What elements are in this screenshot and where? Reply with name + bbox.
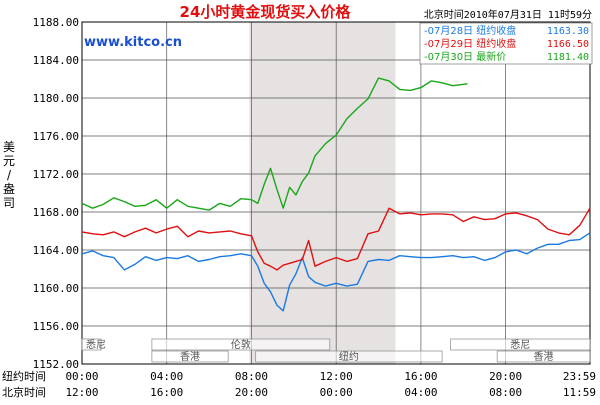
- highlight-band: [249, 22, 396, 364]
- x-row-label: 纽约时间: [2, 369, 46, 383]
- timestamp: 北京时间2010年07月31日 11时59分: [424, 8, 592, 21]
- y-tick-label: 1184.00: [33, 54, 79, 67]
- plot-frame: [81, 21, 591, 365]
- legend-value: 1166.50: [547, 39, 589, 50]
- y-tick-label: 1172.00: [33, 168, 79, 181]
- x-tick-label: 11:59: [563, 386, 596, 399]
- x-tick-label: 23:59: [563, 370, 596, 383]
- market-bar: [450, 338, 591, 351]
- legend-entry: -07月28日 纽约收盘: [424, 24, 516, 37]
- market-label: 伦敦: [231, 338, 251, 351]
- x-tick-label: 16:00: [150, 386, 183, 399]
- x-row-label: 北京时间: [2, 385, 46, 399]
- y-tick-label: 1188.00: [33, 16, 79, 29]
- source-link[interactable]: www.kitco.cn: [84, 35, 182, 50]
- market-label: 悉尼: [86, 339, 106, 351]
- y-tick-label: 1180.00: [33, 92, 79, 105]
- market-bar: [81, 338, 102, 351]
- market-label: 香港: [180, 351, 200, 363]
- legend-value: 1163.30: [547, 26, 589, 37]
- x-axis-ticks: 纽约时间 00:00 04:00 08:00 12:00 16:00 20:00 23:59 北…: [2, 369, 596, 399]
- y-label-char: 盎: [3, 182, 15, 196]
- y-label-char: 元: [3, 154, 15, 168]
- x-tick-label: 04:00: [404, 386, 437, 399]
- grid: [81, 21, 591, 365]
- series-lines: [81, 77, 591, 312]
- legend: -07月28日 纽约收盘 1163.30 -07月29日 纽约收盘 1166.50 -0…: [419, 22, 593, 65]
- y-label-char: 美: [3, 140, 15, 154]
- market-label: 纽约: [339, 350, 359, 363]
- y-tick-label: 1152.00: [33, 358, 79, 371]
- y-tick-label: 1176.00: [33, 130, 79, 143]
- y-tick-label: 1160.00: [33, 282, 79, 295]
- x-tick-label: 12:00: [65, 386, 98, 399]
- series-line: [81, 232, 591, 312]
- y-axis-ticks: 1188.00 1184.00 1180.00 1176.00 1172.00 1168.…: [33, 16, 79, 371]
- market-bar: [151, 350, 229, 363]
- series-line: [81, 207, 591, 271]
- x-tick-label: 08:00: [489, 386, 522, 399]
- x-tick-label: 04:00: [150, 370, 183, 383]
- x-tick-label: 20:00: [489, 370, 522, 383]
- legend-entry: -07月30日 最新价: [424, 50, 506, 63]
- market-label: 香港: [534, 351, 554, 363]
- legend-value: 1181.40: [547, 52, 589, 63]
- legend-box: [419, 22, 593, 65]
- chart-title: 24小时黄金现货买入价格: [180, 3, 352, 21]
- y-tick-label: 1164.00: [33, 244, 79, 257]
- x-tick-label: 00:00: [320, 386, 353, 399]
- market-bar: [496, 350, 591, 363]
- y-label-char: 司: [3, 196, 15, 210]
- y-tick-label: 1156.00: [33, 320, 79, 333]
- x-tick-label: 08:00: [235, 370, 268, 383]
- y-tick-label: 1168.00: [33, 206, 79, 219]
- x-tick-label: 16:00: [404, 370, 437, 383]
- x-tick-label: 12:00: [320, 370, 353, 383]
- x-tick-label: 00:00: [65, 370, 98, 383]
- y-axis-label: 美元/盎司: [3, 140, 15, 210]
- x-tick-label: 20:00: [235, 386, 268, 399]
- market-label: 悉尼: [510, 339, 530, 351]
- market-bar: [151, 338, 331, 351]
- legend-entry: -07月29日 纽约收盘: [424, 37, 516, 50]
- market-bar: [255, 350, 443, 363]
- y-label-char: /: [7, 168, 12, 182]
- series-line: [81, 77, 468, 211]
